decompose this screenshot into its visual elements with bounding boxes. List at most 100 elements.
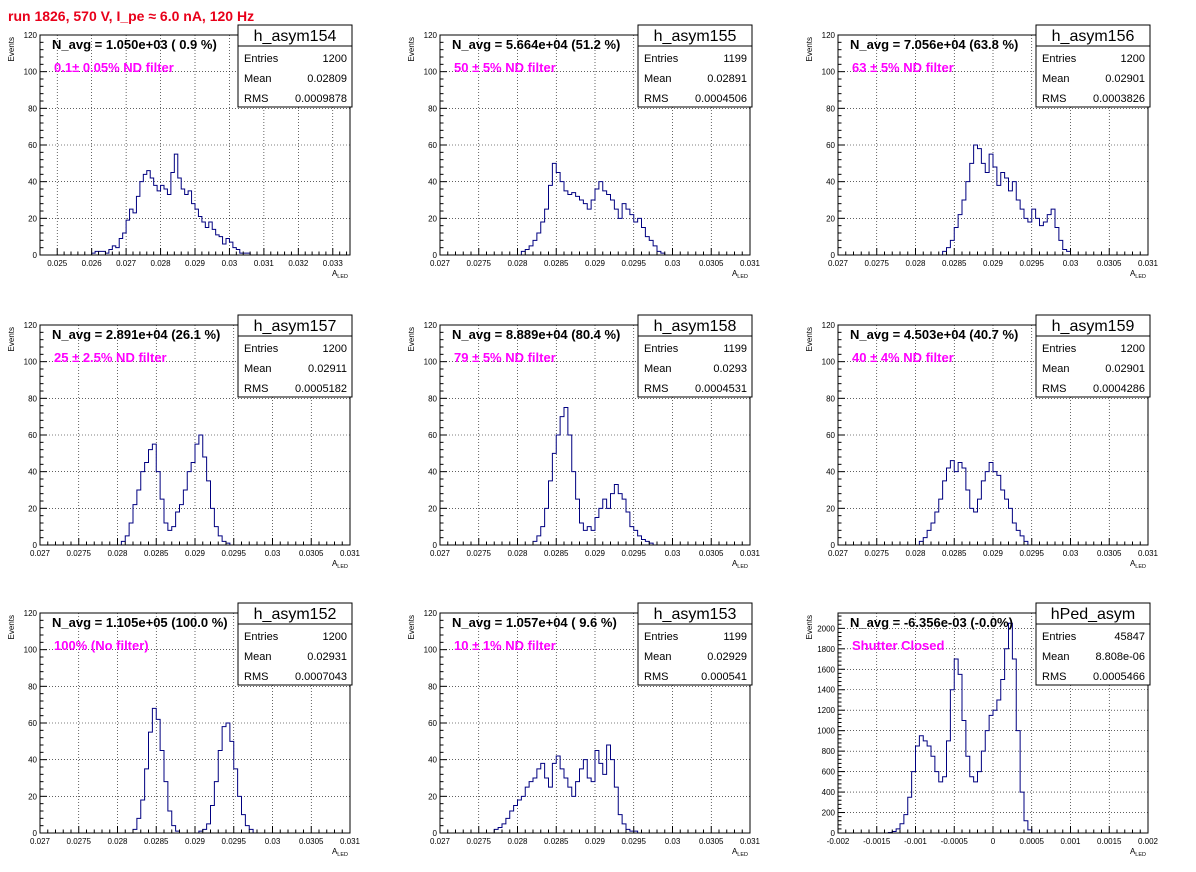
panel-h_asym156: 0.027 0.0275 0.028 0.0285 0.029 0.0295 0.03 0.0… xyxy=(805,24,1159,280)
stats-value: 45847 xyxy=(1114,631,1145,643)
x-tick-label: 0.032 xyxy=(288,259,309,268)
stats-key: RMS xyxy=(244,671,268,683)
x-tick-label: 0.028 xyxy=(507,549,528,558)
stats-value: 0.02929 xyxy=(707,651,747,663)
x-tick-label: 0.0305 xyxy=(1097,259,1122,268)
stats-title: h_asym159 xyxy=(1052,318,1135,335)
x-tick-label: 0.027 xyxy=(430,837,451,846)
filter-label: 40 ± 4% ND filter xyxy=(852,350,954,365)
x-tick-label: 0.0285 xyxy=(144,549,169,558)
y-tick-label: 20 xyxy=(28,214,37,223)
stats-value: 0.02809 xyxy=(307,73,347,85)
stats-value: 0.0293 xyxy=(713,363,747,375)
x-axis-title: ALED xyxy=(332,269,348,280)
y-axis-title: Events xyxy=(805,615,814,639)
stats-key: RMS xyxy=(1042,93,1066,105)
x-axis-title: ALED xyxy=(732,269,748,280)
y-tick-label: 20 xyxy=(428,792,437,801)
y-tick-label: 100 xyxy=(424,358,438,367)
stats-value: 0.02901 xyxy=(1105,73,1145,85)
x-tick-label: -0.0005 xyxy=(941,837,969,846)
x-tick-label: 0.0305 xyxy=(699,549,724,558)
stats-key: Mean xyxy=(244,363,272,375)
y-tick-label: 100 xyxy=(24,358,38,367)
stats-value: 1200 xyxy=(1121,343,1145,355)
y-axis-title: Events xyxy=(7,37,16,61)
x-tick-label: 0.027 xyxy=(430,549,451,558)
x-tick-label: 0.0275 xyxy=(67,549,92,558)
panel-h_asym157: 0.027 0.0275 0.028 0.0285 0.029 0.0295 0.03 0.0… xyxy=(7,314,361,570)
stats-value: 1199 xyxy=(723,53,747,65)
y-tick-label: 40 xyxy=(428,468,437,477)
stats-value: 1200 xyxy=(323,53,347,65)
x-axis-title: ALED xyxy=(732,559,748,570)
x-tick-label: 0.0295 xyxy=(222,837,247,846)
x-tick-label: 0.029 xyxy=(185,837,206,846)
x-tick-label: -0.0015 xyxy=(863,837,891,846)
x-tick-label: 0.0305 xyxy=(699,259,724,268)
stats-key: Mean xyxy=(644,73,672,85)
y-tick-label: 1200 xyxy=(817,706,835,715)
x-tick-label: 0.028 xyxy=(905,259,926,268)
stats-title: h_asym158 xyxy=(654,318,737,335)
stats-key: Entries xyxy=(244,631,279,643)
x-tick-label: 0.027 xyxy=(30,837,51,846)
stats-box xyxy=(237,602,353,686)
y-tick-label: 80 xyxy=(428,104,437,113)
x-tick-label: 0.0275 xyxy=(467,837,492,846)
x-tick-label: 0.0305 xyxy=(299,837,324,846)
filter-label: 0.1± 0.05% ND filter xyxy=(54,60,174,75)
y-axis-title: Events xyxy=(7,615,16,639)
stats-key: Entries xyxy=(1042,343,1077,355)
x-tick-label: 0.03 xyxy=(665,837,681,846)
stats-key: Mean xyxy=(1042,651,1070,663)
x-tick-label: 0.0305 xyxy=(1097,549,1122,558)
histogram-line xyxy=(132,707,254,834)
y-tick-label: 40 xyxy=(826,178,835,187)
stats-box xyxy=(637,602,753,686)
stats-title: h_asym154 xyxy=(254,28,337,45)
x-tick-label: 0.029 xyxy=(983,549,1004,558)
stats-key: Entries xyxy=(644,343,679,355)
stats-title: h_asym157 xyxy=(254,318,337,335)
x-tick-label: 0.0295 xyxy=(1020,549,1045,558)
stats-title: h_asym156 xyxy=(1052,28,1135,45)
stats-box xyxy=(237,314,353,398)
stats-key: RMS xyxy=(644,671,668,683)
x-tick-label: 0.03 xyxy=(1063,259,1079,268)
x-tick-label: 0.029 xyxy=(983,259,1004,268)
navg-label: N_avg = 1.057e+04 ( 9.6 %) xyxy=(452,615,617,630)
y-tick-label: 80 xyxy=(428,394,437,403)
y-tick-label: 120 xyxy=(24,609,38,618)
x-axis-title: ALED xyxy=(732,847,748,858)
y-tick-label: 120 xyxy=(822,31,836,40)
stats-value: 0.0003826 xyxy=(1093,93,1145,105)
y-tick-label: 1000 xyxy=(817,727,835,736)
x-tick-label: 0.0275 xyxy=(67,837,92,846)
stats-value: 0.0004506 xyxy=(695,93,747,105)
stats-key: Entries xyxy=(244,343,279,355)
navg-label: N_avg = 7.056e+04 (63.8 %) xyxy=(850,37,1018,52)
stats-box xyxy=(1035,24,1151,108)
y-tick-label: 0 xyxy=(831,251,836,260)
filter-label: 10 ± 1% ND filter xyxy=(454,638,556,653)
y-tick-label: 60 xyxy=(428,431,437,440)
panel-hPed_asym: -0.002 -0.0015 -0.001 -0.0005 0 0.0005 0.001 0.… xyxy=(805,602,1159,858)
histogram-line xyxy=(942,144,1071,255)
histogram-line xyxy=(520,162,666,255)
x-tick-label: 0.03 xyxy=(665,259,681,268)
y-tick-label: 120 xyxy=(424,321,438,330)
x-axis-title: ALED xyxy=(1130,847,1146,858)
stats-value: 0.02891 xyxy=(707,73,747,85)
x-tick-label: 0.029 xyxy=(585,259,606,268)
y-tick-label: 80 xyxy=(28,682,37,691)
histogram-line xyxy=(493,744,639,833)
y-tick-label: 20 xyxy=(28,504,37,513)
histogram-line xyxy=(532,407,654,545)
y-tick-label: 120 xyxy=(424,31,438,40)
x-tick-label: 0.0305 xyxy=(699,837,724,846)
histogram-line xyxy=(120,434,231,545)
stats-key: Entries xyxy=(644,631,679,643)
x-tick-label: 0.029 xyxy=(585,549,606,558)
stats-key: RMS xyxy=(244,93,268,105)
